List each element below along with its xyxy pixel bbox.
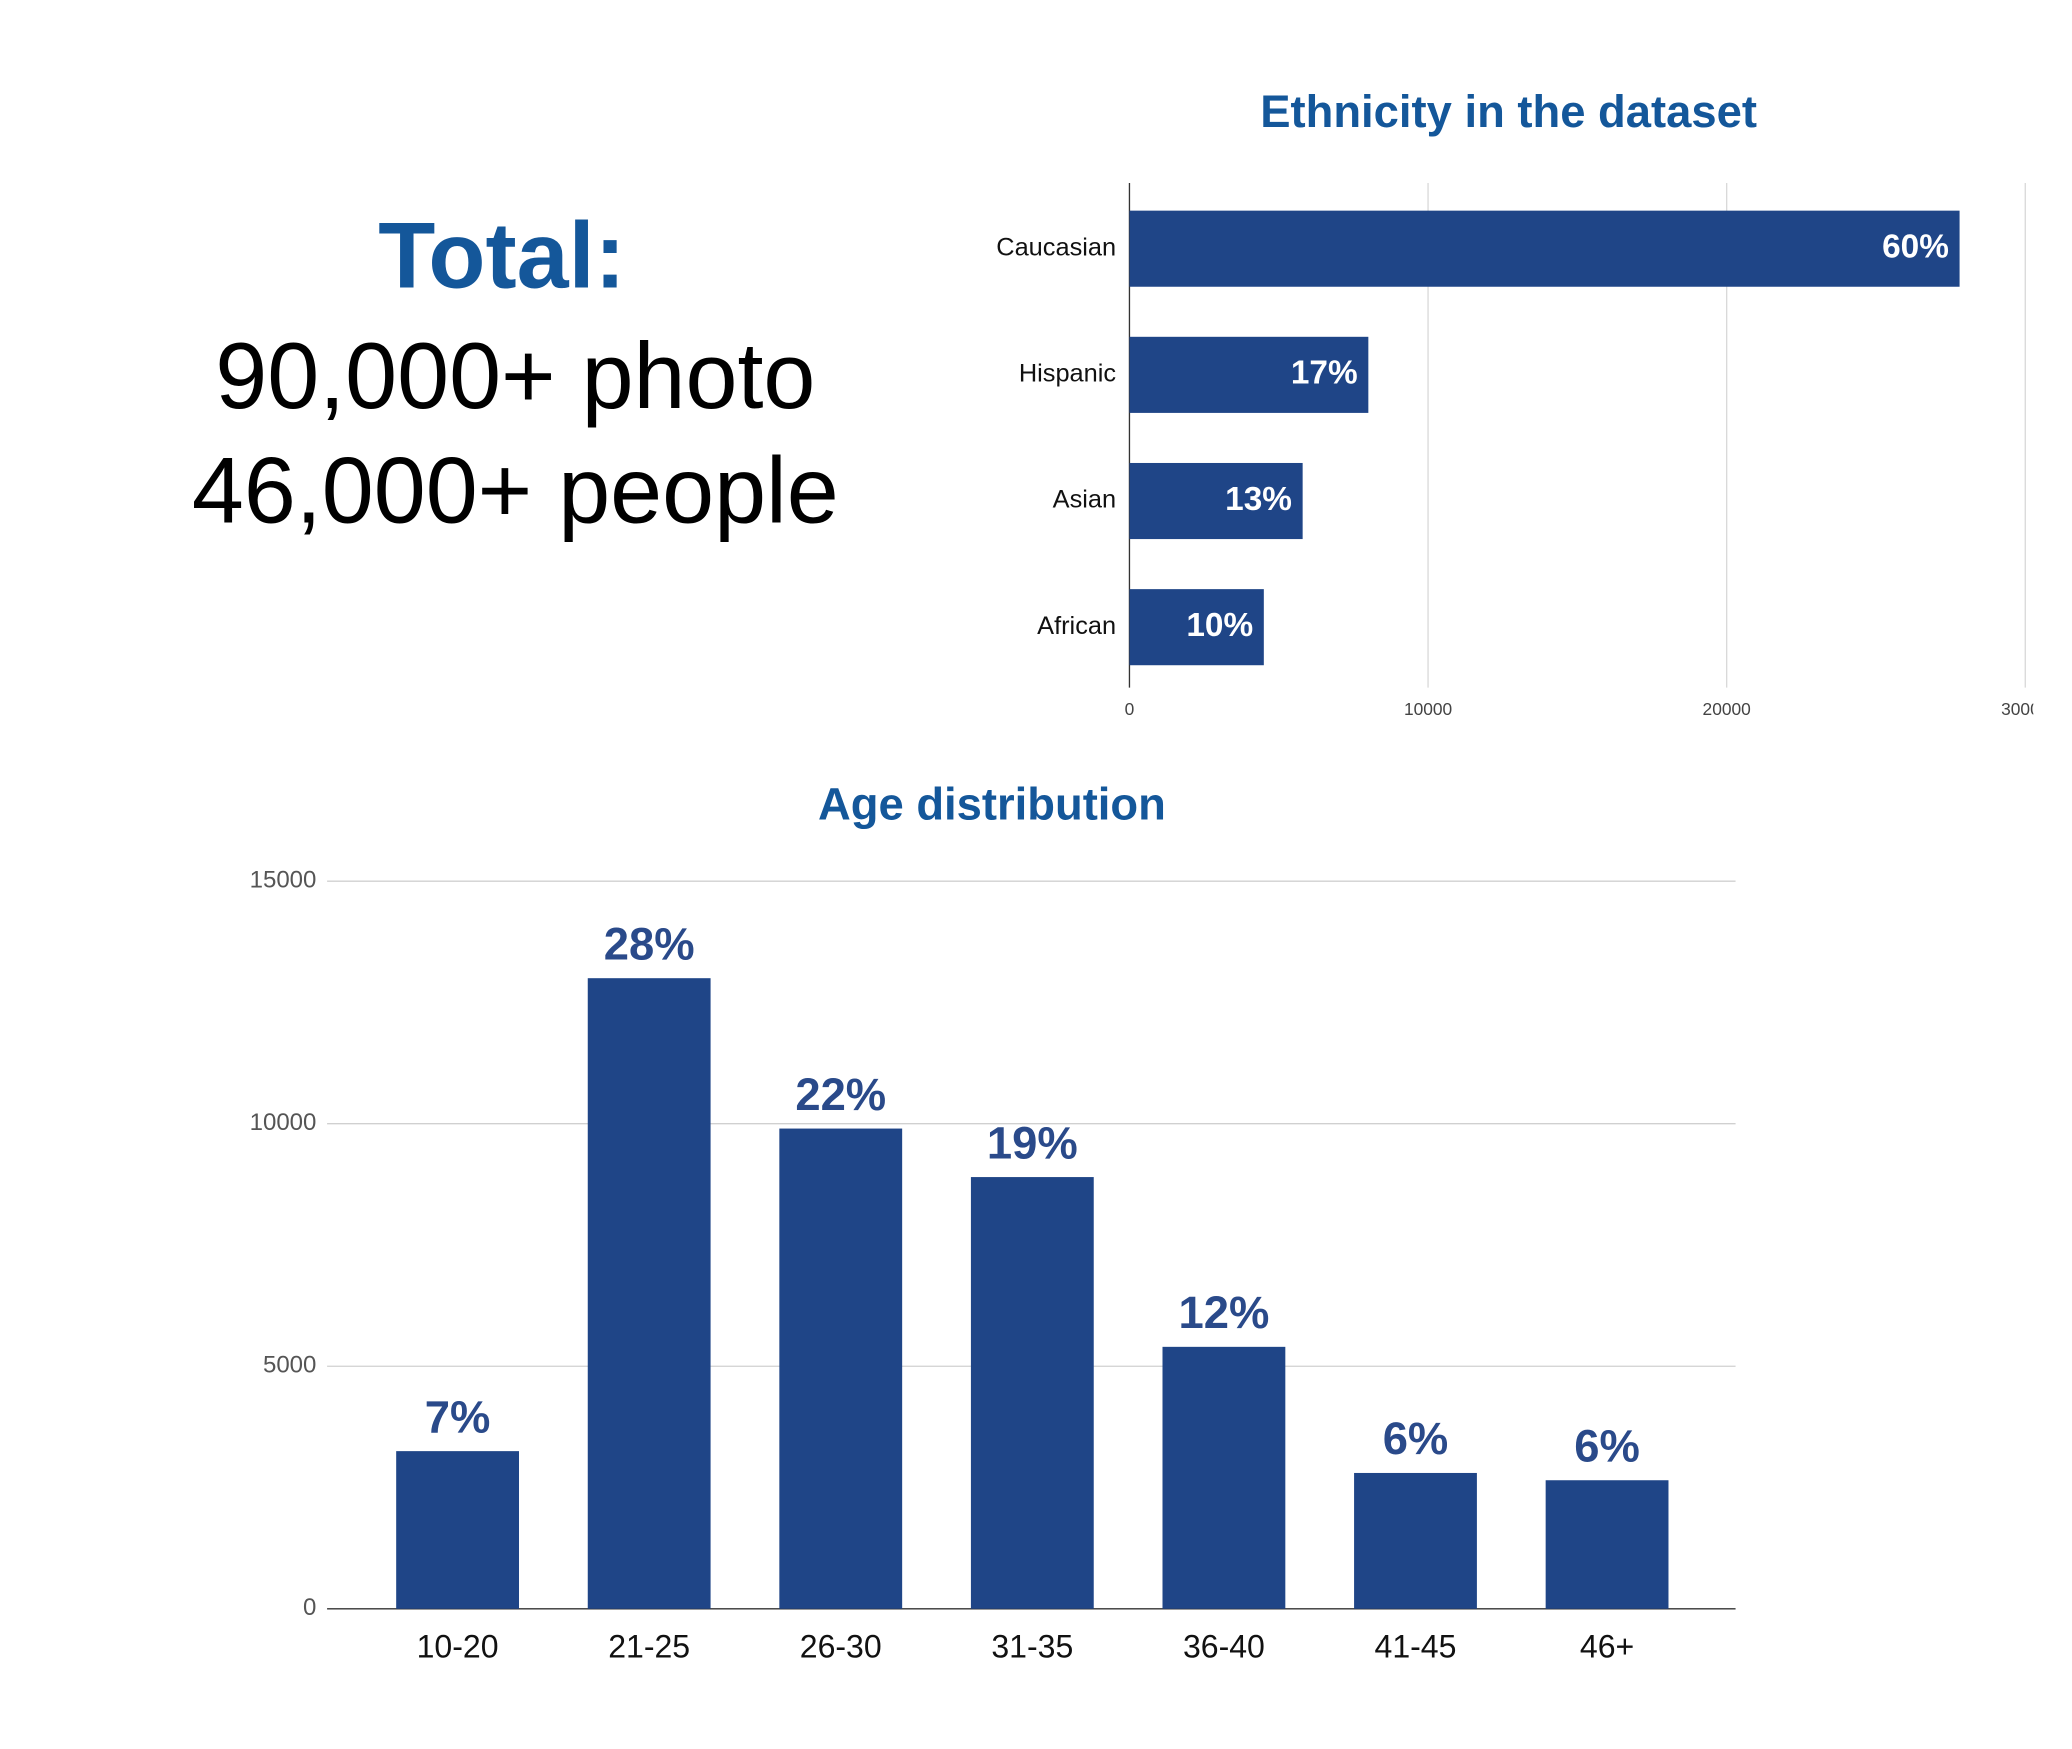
bar-label: 13% bbox=[1225, 481, 1292, 518]
bar bbox=[396, 1451, 520, 1609]
bar bbox=[1545, 1480, 1669, 1609]
bar bbox=[587, 978, 711, 1609]
y-tick-label: 10000 bbox=[250, 1109, 317, 1136]
bar bbox=[1129, 210, 1960, 287]
y-tick-label: 0 bbox=[303, 1594, 316, 1621]
chart-title: Age distribution bbox=[818, 779, 1166, 830]
y-tick-label: Caucasian bbox=[996, 233, 1116, 261]
chart-title: Ethnicity in the dataset bbox=[1260, 86, 1757, 137]
x-tick-label: 10-20 bbox=[417, 1628, 499, 1664]
bar-label: 19% bbox=[987, 1117, 1078, 1168]
summary-line: 90,000+ photo bbox=[215, 323, 815, 428]
bar bbox=[1162, 1346, 1286, 1609]
bar-label: 17% bbox=[1291, 355, 1358, 392]
x-tick-label: 26-30 bbox=[800, 1628, 882, 1664]
bar bbox=[1129, 336, 1369, 413]
bar-label: 6% bbox=[1574, 1421, 1640, 1472]
summary-line: 46,000+ people bbox=[192, 438, 839, 543]
bar-label: 10% bbox=[1186, 607, 1253, 644]
x-tick-label: 41-45 bbox=[1375, 1628, 1457, 1664]
x-tick-label: 36-40 bbox=[1183, 1628, 1265, 1664]
y-tick-label: Hispanic bbox=[1019, 360, 1117, 388]
bar bbox=[970, 1177, 1094, 1609]
bar-label: 6% bbox=[1383, 1413, 1449, 1464]
y-tick-label: Asian bbox=[1053, 486, 1116, 514]
bar-label: 22% bbox=[795, 1069, 886, 1120]
y-tick-label: 5000 bbox=[263, 1352, 316, 1379]
x-tick-label: 0 bbox=[1125, 699, 1135, 719]
y-tick-label: 15000 bbox=[250, 867, 317, 894]
bar bbox=[779, 1128, 903, 1609]
bar-label: 7% bbox=[425, 1391, 491, 1442]
bar bbox=[1129, 462, 1303, 540]
bar-label: 28% bbox=[604, 918, 695, 969]
age-chart: Age distribution 0 5000 10000 15000 10-20 7% 21… bbox=[250, 779, 1736, 1664]
x-tick-label: 10000 bbox=[1404, 699, 1452, 719]
x-tick-label: 46+ bbox=[1580, 1628, 1634, 1664]
bar-label: 12% bbox=[1178, 1287, 1269, 1338]
bar bbox=[1129, 589, 1264, 666]
x-tick-label: 30000 bbox=[2001, 699, 2049, 719]
y-tick-label: African bbox=[1037, 612, 1116, 640]
x-tick-label: 31-35 bbox=[991, 1628, 1073, 1664]
x-tick-label: 21-25 bbox=[608, 1628, 690, 1664]
bar-label: 60% bbox=[1882, 229, 1949, 266]
bar bbox=[1354, 1472, 1477, 1609]
ethnicity-chart: Ethnicity in the dataset 0 10000 20000 30000… bbox=[996, 86, 2049, 719]
x-tick-label: 20000 bbox=[1703, 699, 1751, 719]
summary-title: Total: bbox=[378, 203, 625, 308]
